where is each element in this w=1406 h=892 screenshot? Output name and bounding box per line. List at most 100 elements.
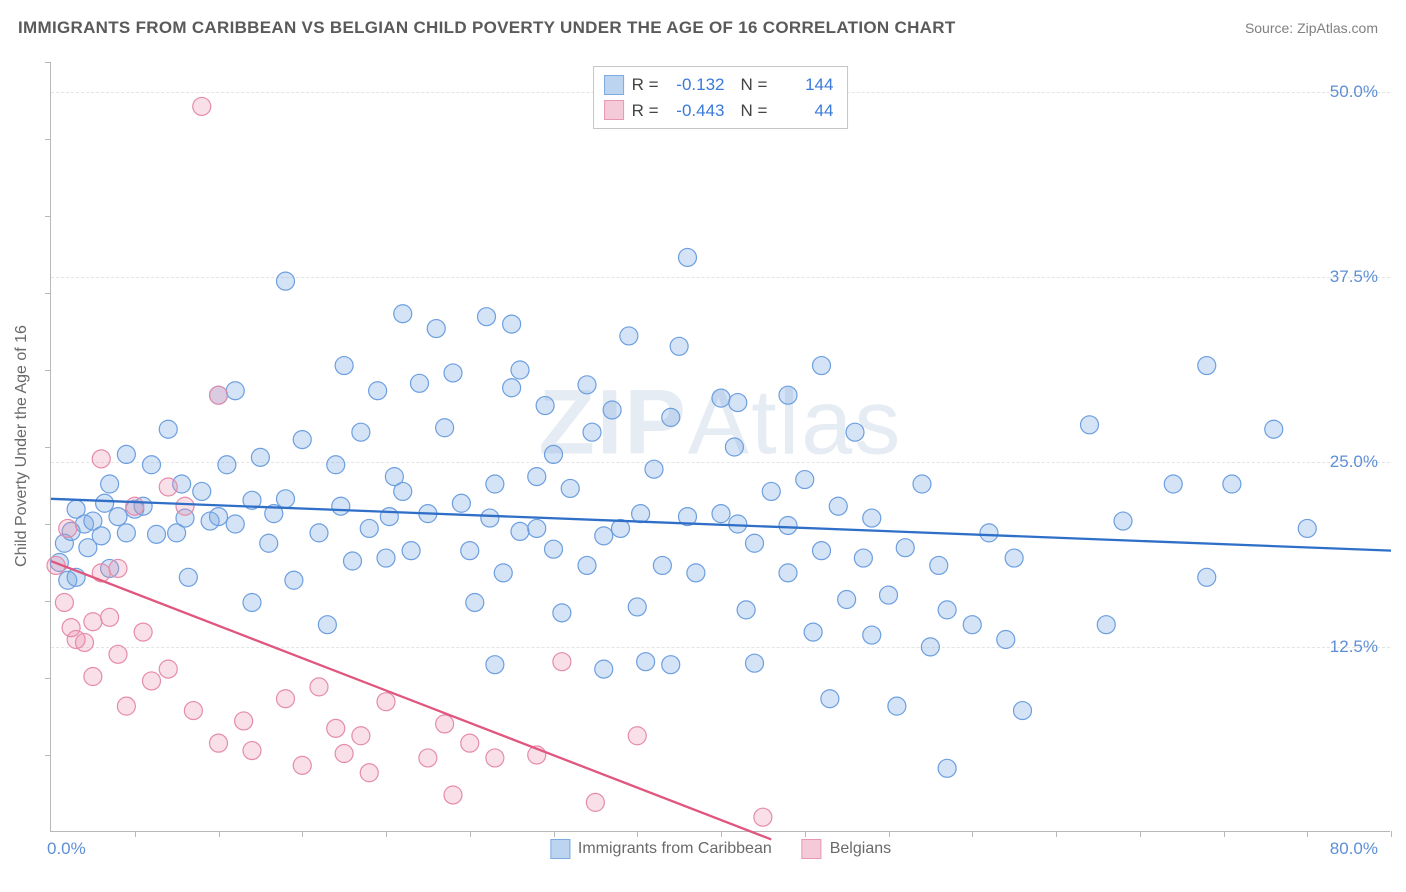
scatter-point-caribbean [637,653,655,671]
scatter-point-belgians [210,386,228,404]
correlation-box: R = -0.132 N = 144 R = -0.443 N = 44 [593,66,849,129]
scatter-point-belgians [59,519,77,537]
scatter-point-belgians [277,690,295,708]
scatter-point-belgians [754,808,772,826]
scatter-point-caribbean [838,591,856,609]
scatter-point-belgians [159,660,177,678]
scatter-point-caribbean [478,308,496,326]
scatter-point-caribbean [117,445,135,463]
correl-row-caribbean: R = -0.132 N = 144 [604,72,834,98]
scatter-point-caribbean [486,475,504,493]
scatter-point-caribbean [528,468,546,486]
scatter-point-caribbean [1265,420,1283,438]
scatter-point-caribbean [1223,475,1241,493]
scatter-point-caribbean [620,327,638,345]
scatter-point-caribbean [503,379,521,397]
scatter-point-belgians [184,702,202,720]
scatter-point-caribbean [779,516,797,534]
scatter-point-caribbean [997,631,1015,649]
scatter-point-caribbean [896,539,914,557]
scatter-point-caribbean [394,482,412,500]
scatter-point-caribbean [536,397,554,415]
scatter-point-caribbean [662,408,680,426]
scatter-point-caribbean [251,448,269,466]
scatter-point-caribbean [1298,519,1316,537]
scatter-point-caribbean [595,527,613,545]
scatter-point-caribbean [829,497,847,515]
scatter-point-caribbean [603,401,621,419]
scatter-point-caribbean [980,524,998,542]
scatter-point-caribbean [394,305,412,323]
scatter-point-caribbean [813,542,831,560]
scatter-point-caribbean [854,549,872,567]
scatter-point-belgians [335,745,353,763]
scatter-point-caribbean [318,616,336,634]
scatter-point-caribbean [930,556,948,574]
scatter-point-caribbean [96,494,114,512]
scatter-point-caribbean [913,475,931,493]
scatter-point-caribbean [746,534,764,552]
scatter-point-belgians [586,793,604,811]
scatter-point-caribbean [1198,357,1216,375]
scatter-point-belgians [210,734,228,752]
scatter-point-caribbean [1005,549,1023,567]
scatter-point-caribbean [880,586,898,604]
scatter-point-caribbean [846,423,864,441]
scatter-point-caribbean [561,479,579,497]
scatter-point-caribbean [179,568,197,586]
scatter-point-caribbean [117,524,135,542]
plot-area: ZIPAtlas 12.5%25.0%37.5%50.0% R = -0.132… [50,62,1390,832]
scatter-point-caribbean [332,497,350,515]
scatter-point-caribbean [779,564,797,582]
scatter-point-caribbean [583,423,601,441]
scatter-point-belgians [444,786,462,804]
correl-row-belgians: R = -0.443 N = 44 [604,98,834,124]
scatter-point-caribbean [293,431,311,449]
scatter-point-caribbean [380,508,398,526]
scatter-point-caribbean [963,616,981,634]
scatter-point-caribbean [411,374,429,392]
chart-title: IMMIGRANTS FROM CARIBBEAN VS BELGIAN CHI… [18,18,956,38]
scatter-point-caribbean [377,549,395,567]
scatter-point-caribbean [545,445,563,463]
scatter-point-caribbean [285,571,303,589]
scatter-point-caribbean [821,690,839,708]
scatter-point-belgians [419,749,437,767]
scatter-point-caribbean [1114,512,1132,530]
scatter-point-caribbean [762,482,780,500]
scatter-point-caribbean [938,759,956,777]
scatter-point-caribbean [729,394,747,412]
scatter-point-belgians [377,693,395,711]
scatter-point-caribbean [327,456,345,474]
scatter-point-caribbean [494,564,512,582]
legend: Immigrants from Caribbean Belgians [550,839,891,859]
scatter-point-caribbean [712,505,730,523]
scatter-point-caribbean [528,519,546,537]
scatter-point-caribbean [427,320,445,338]
swatch-caribbean-legend [550,839,570,859]
scatter-point-caribbean [595,660,613,678]
scatter-point-caribbean [679,248,697,266]
scatter-point-belgians [159,478,177,496]
scatter-point-caribbean [687,564,705,582]
scatter-point-belgians [243,742,261,760]
scatter-point-belgians [293,756,311,774]
scatter-point-belgians [235,712,253,730]
scatter-point-caribbean [662,656,680,674]
x-axis-label-max: 80.0% [1330,839,1378,859]
scatter-point-belgians [327,719,345,737]
scatter-point-caribbean [578,556,596,574]
scatter-point-caribbean [360,519,378,537]
scatter-point-caribbean [503,315,521,333]
scatter-point-belgians [486,749,504,767]
scatter-point-caribbean [436,419,454,437]
scatter-point-belgians [55,593,73,611]
scatter-point-caribbean [226,382,244,400]
legend-label-belgians: Belgians [830,840,891,858]
scatter-point-belgians [76,633,94,651]
source-link[interactable]: ZipAtlas.com [1297,20,1378,36]
scatter-point-belgians [134,623,152,641]
scatter-point-belgians [101,608,119,626]
scatter-point-caribbean [260,534,278,552]
scatter-point-belgians [461,734,479,752]
